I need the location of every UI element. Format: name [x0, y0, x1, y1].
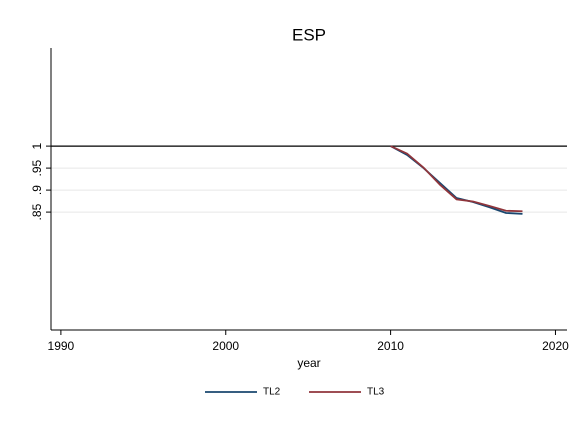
legend-label: TL3	[367, 387, 385, 398]
x-tick-label: 2000	[212, 339, 239, 353]
chart-title: ESP	[292, 25, 326, 44]
y-tick-label: .85	[30, 203, 44, 220]
y-tick-label: 1	[30, 142, 44, 149]
x-axis-label: year	[297, 356, 320, 370]
y-tick-label: .9	[30, 185, 44, 195]
x-tick-label: 2020	[542, 339, 569, 353]
y-tick-label: .95	[30, 159, 44, 176]
legend-label: TL2	[263, 387, 281, 398]
x-tick-label: 2010	[377, 339, 404, 353]
series-line	[390, 145, 523, 213]
x-tick-label: 1990	[48, 339, 75, 353]
